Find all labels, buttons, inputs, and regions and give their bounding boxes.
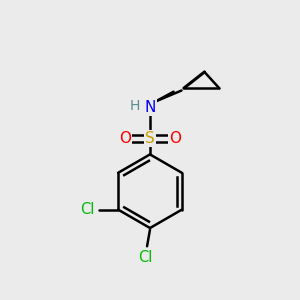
Text: Cl: Cl xyxy=(80,202,94,217)
Text: H: H xyxy=(130,99,140,113)
Text: S: S xyxy=(145,131,155,146)
Text: O: O xyxy=(119,131,131,146)
Text: Cl: Cl xyxy=(138,250,153,265)
Text: O: O xyxy=(169,131,181,146)
Text: N: N xyxy=(144,100,156,115)
